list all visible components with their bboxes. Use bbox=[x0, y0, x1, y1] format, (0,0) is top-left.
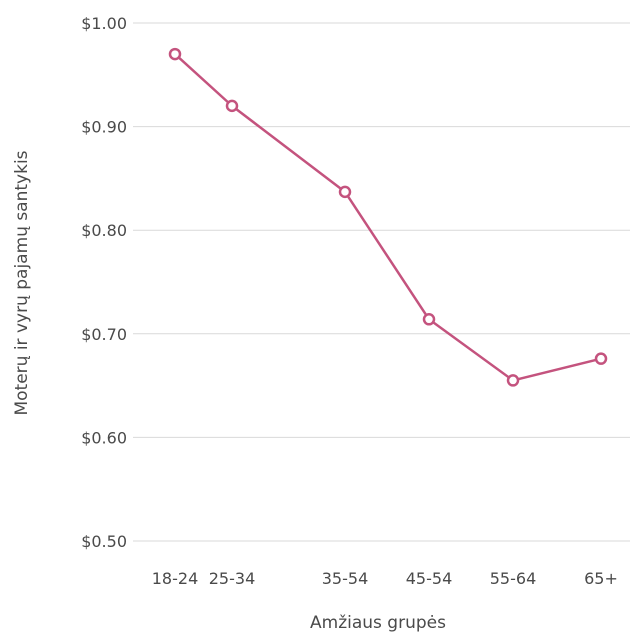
gridlines bbox=[133, 22, 630, 542]
y-axis-title: Moterų ir vyrų pajamų santykis bbox=[12, 150, 32, 415]
data-point bbox=[168, 47, 182, 61]
x-tick-label: 45-54 bbox=[406, 569, 453, 588]
x-tick-label: 55-64 bbox=[490, 569, 537, 588]
y-tick-label: $1.00 bbox=[81, 14, 127, 33]
x-axis-title: Amžiaus grupės bbox=[310, 613, 446, 633]
data-point bbox=[594, 352, 608, 365]
y-tick-label: $0.50 bbox=[81, 532, 127, 551]
data-point bbox=[338, 185, 352, 199]
x-tick-label: 25-34 bbox=[209, 569, 256, 588]
data-point bbox=[225, 99, 239, 113]
data-point bbox=[422, 313, 436, 326]
y-tick-label: $0.90 bbox=[81, 118, 127, 137]
y-tick-label: $0.70 bbox=[81, 325, 127, 344]
x-tick-label: 18-24 bbox=[152, 569, 199, 588]
x-tick-label: 65+ bbox=[584, 569, 618, 588]
y-tick-label: $0.60 bbox=[81, 428, 127, 447]
y-tick-label: $0.80 bbox=[81, 221, 127, 240]
series-line-group bbox=[168, 47, 608, 387]
y-tick-labels: $0.50 $0.60 $0.70 $0.80 $0.90 $1.00 bbox=[81, 14, 127, 551]
data-point bbox=[506, 374, 520, 387]
x-tick-label: 35-54 bbox=[322, 569, 369, 588]
x-tick-labels: 18-24 25-34 35-54 45-54 55-64 65+ bbox=[152, 569, 618, 588]
series-line bbox=[174, 53, 602, 382]
